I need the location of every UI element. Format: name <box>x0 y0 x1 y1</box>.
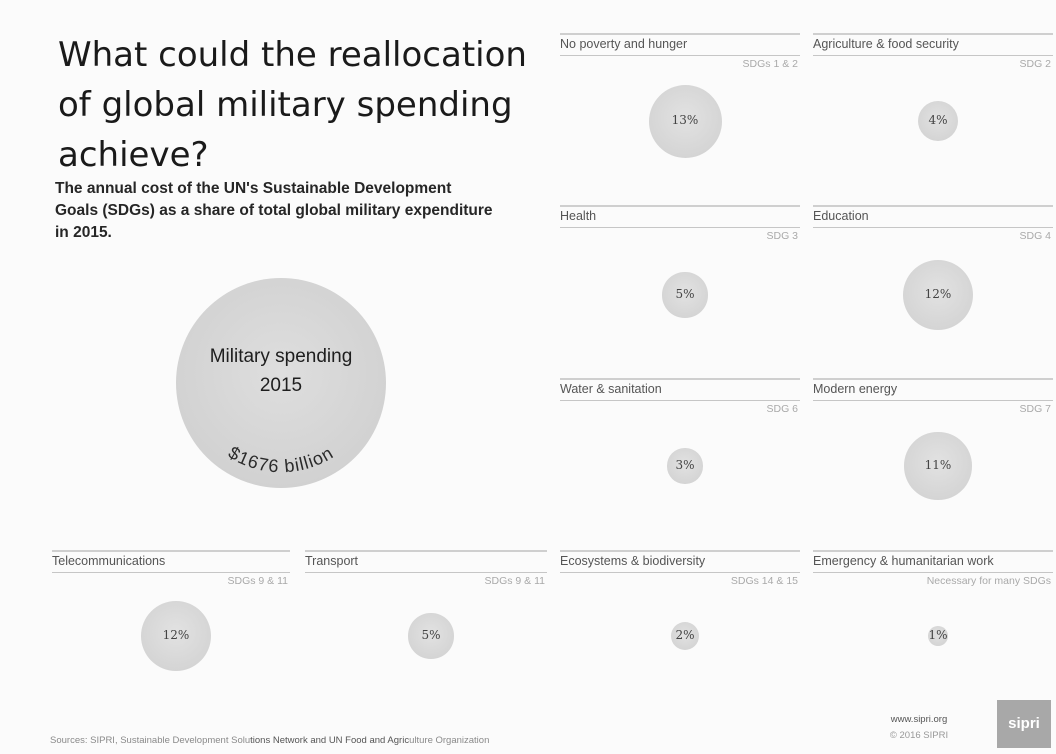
panel-mid-rule <box>813 400 1053 401</box>
panel-mid-rule <box>560 227 800 228</box>
panel-mid-rule <box>813 55 1053 56</box>
share-label: 4% <box>928 113 948 127</box>
panel-sdg-label: SDGs 14 & 15 <box>730 575 798 587</box>
panel-title: Ecosystems & biodiversity <box>560 554 706 568</box>
panel-mid-rule <box>560 572 800 573</box>
panel-sdg-label: SDG 2 <box>1019 58 1051 70</box>
panel-title: Education <box>813 209 869 223</box>
panel-sdg-label: SDGs 1 & 2 <box>742 58 798 70</box>
share-label: 2% <box>675 628 695 642</box>
sdg-panel-modern-energy: Modern energy SDG 7 11% <box>813 378 1053 528</box>
svg-text:$1676 billion: $1676 billion <box>225 442 337 476</box>
panel-top-rule <box>560 378 800 380</box>
panel-mid-rule <box>813 572 1053 573</box>
panel-title: Emergency & humanitarian work <box>813 554 994 568</box>
sdg-panel-emergency-and-humanitarian-work: Emergency & humanitarian work Necessary f… <box>813 550 1053 700</box>
share-label: 13% <box>671 113 699 127</box>
sdg-panel-transport: Transport SDGs 9 & 11 5% <box>305 550 547 700</box>
sdg-panel-no-poverty-and-hunger: No poverty and hunger SDGs 1 & 2 13% <box>560 33 800 183</box>
share-bubble <box>648 84 722 158</box>
copyright: © 2016 SIPRI <box>889 730 949 741</box>
sdg-panel-education: Education SDG 4 12% <box>813 205 1053 355</box>
panel-top-rule <box>560 33 800 35</box>
panel-mid-rule <box>305 572 547 573</box>
panel-sdg-label: SDG 3 <box>766 230 798 242</box>
panel-sdg-label: SDGs 9 & 11 <box>227 575 289 587</box>
share-bubble <box>662 272 708 318</box>
panel-mid-rule <box>560 55 800 56</box>
share-bubble <box>902 259 974 331</box>
share-bubble <box>670 621 700 651</box>
share-bubble <box>927 625 949 647</box>
panel-top-rule <box>560 205 800 207</box>
panel-sdg-label: SDG 4 <box>1019 230 1051 242</box>
sources-suffix: ulture Organization <box>409 735 490 746</box>
share-label: 12% <box>162 628 190 642</box>
panel-top-rule <box>560 550 800 552</box>
share-label: 11% <box>924 458 952 472</box>
sipri-logo: sipri <box>997 700 1051 748</box>
chart-subtitle: The annual cost of the UN's Sustainable … <box>55 180 493 241</box>
panel-top-rule <box>813 550 1053 552</box>
share-label: 1% <box>928 628 948 642</box>
share-label: 5% <box>675 287 695 301</box>
panel-sdg-label: SDG 7 <box>1019 403 1051 415</box>
sdg-panel-agriculture-and-food-security: Agriculture & food security SDG 2 4% <box>813 33 1053 183</box>
military-spending-bubble <box>176 278 386 488</box>
sources-note: Sources: SIPRI, Sustainable Development … <box>50 735 489 746</box>
military-spending-label-line1: Military spending <box>209 346 353 367</box>
military-spending-label-line2: 2015 <box>259 375 303 396</box>
sdg-panel-ecosystems-and-biodiversity: Ecosystems & biodiversity SDGs 14 & 15 2% <box>560 550 800 700</box>
panel-title: Health <box>560 209 597 223</box>
panel-top-rule <box>305 550 547 552</box>
panel-mid-rule <box>813 227 1053 228</box>
share-label: 12% <box>924 287 952 301</box>
military-spending-amount-text: $1676 billion <box>225 442 336 476</box>
share-bubble <box>917 100 959 142</box>
panel-title: Agriculture & food security <box>813 37 959 51</box>
panel-top-rule <box>813 378 1053 380</box>
panel-title: Modern energy <box>813 382 898 396</box>
share-bubble <box>408 613 454 659</box>
panel-title: Telecommunications <box>52 554 166 568</box>
panel-top-rule <box>813 205 1053 207</box>
share-label: 3% <box>675 458 695 472</box>
panel-top-rule <box>813 33 1053 35</box>
share-label: 5% <box>421 628 441 642</box>
panel-sdg-label: SDGs 9 & 11 <box>484 575 546 587</box>
panel-title: No poverty and hunger <box>560 37 688 51</box>
panel-sdg-label: SDG 6 <box>766 403 798 415</box>
military-spending-label: Military spending 2015 <box>176 342 386 400</box>
panel-mid-rule <box>560 400 800 401</box>
panel-sdg-label: Necessary for many SDGs <box>926 575 1051 587</box>
share-bubble <box>667 448 703 484</box>
share-bubble <box>140 600 212 672</box>
panel-title: Water & sanitation <box>560 382 662 396</box>
share-bubble <box>904 432 972 500</box>
sdg-panel-water-and-sanitation: Water & sanitation SDG 6 3% <box>560 378 800 528</box>
chart-title: What could the reallocation of global mi… <box>58 35 527 175</box>
panel-title: Transport <box>305 554 359 568</box>
website-link[interactable]: www.sipri.org <box>890 714 948 725</box>
site-info: www.sipri.org © 2016 SIPRI <box>878 712 960 744</box>
military-spending-amount: $1676 billion <box>225 442 337 476</box>
sources-prefix: Sources: SIPRI, Sustainable Development … <box>50 735 251 746</box>
panel-top-rule <box>52 550 290 552</box>
sdg-panel-health: Health SDG 3 5% <box>560 205 800 355</box>
sources-dark: tions Network and UN Food and Agric <box>250 735 410 746</box>
panel-mid-rule <box>52 572 290 573</box>
sdg-panel-telecommunications: Telecommunications SDGs 9 & 11 12% <box>52 550 290 700</box>
